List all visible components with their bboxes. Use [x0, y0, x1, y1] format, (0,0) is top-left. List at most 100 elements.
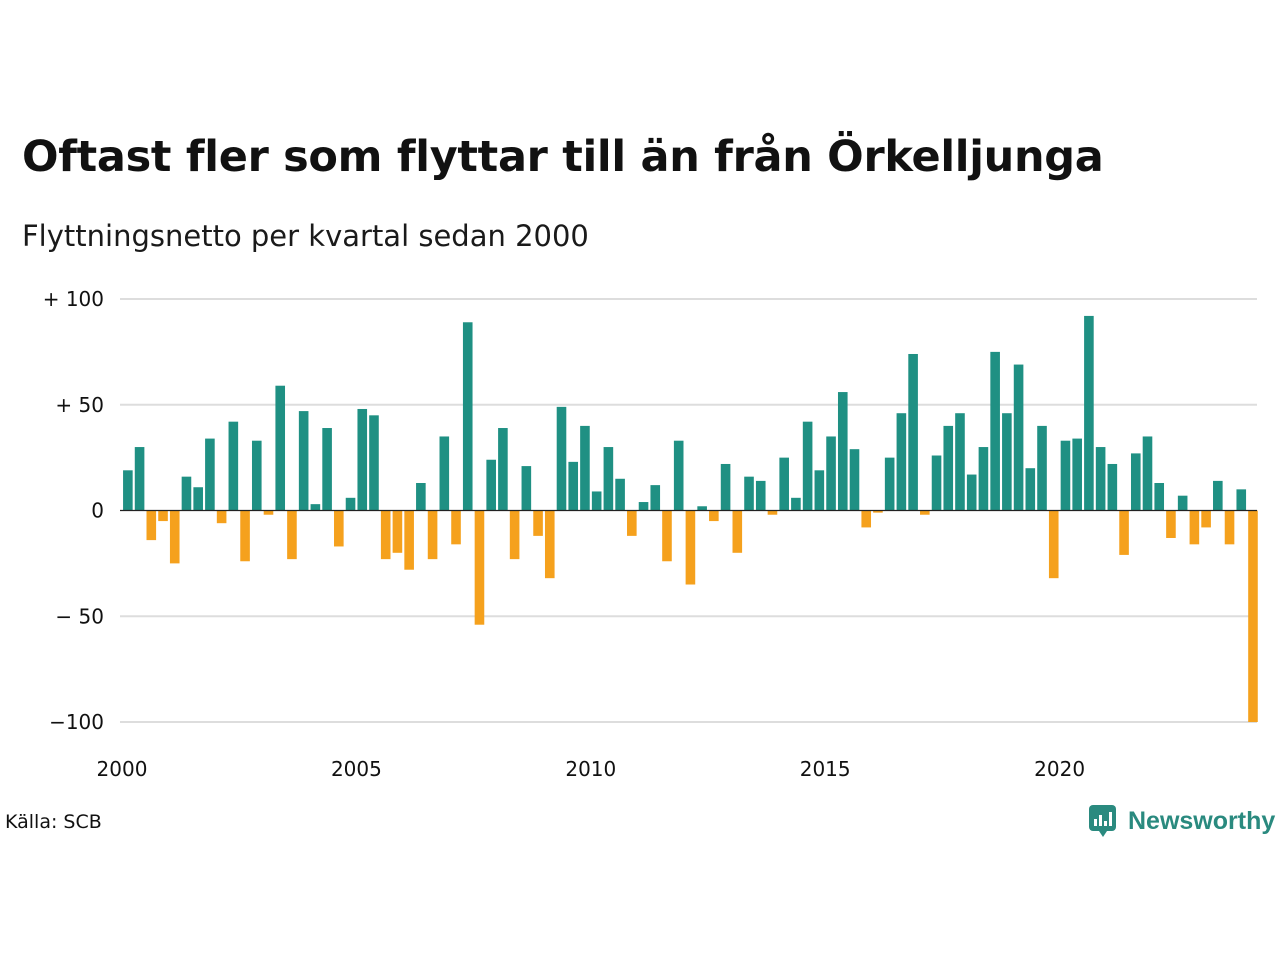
bar: [685, 510, 696, 585]
bar: [263, 510, 274, 515]
bar: [287, 510, 297, 560]
bar: [1119, 510, 1129, 555]
bar: [392, 510, 403, 553]
bar: [123, 470, 133, 511]
bar: [732, 510, 743, 553]
brand-name: Newsworthy: [1128, 806, 1276, 835]
bar: [275, 385, 286, 511]
bar: [1248, 510, 1258, 722]
bar: [1177, 495, 1188, 511]
bar: [251, 440, 262, 511]
bar: [193, 487, 203, 511]
bar: [990, 351, 1000, 511]
x-tick-label: 2015: [800, 757, 851, 781]
bar: [439, 436, 450, 511]
x-tick-label: 2020: [1034, 757, 1085, 781]
bar: [509, 510, 520, 560]
bar: [755, 480, 766, 511]
chart-subtitle: Flyttningsnetto per kvartal sedan 2000: [22, 219, 589, 253]
bar: [662, 510, 672, 562]
bar: [310, 504, 321, 511]
bar: [521, 466, 532, 511]
bar: [134, 447, 145, 511]
bar: [896, 413, 907, 511]
bar: [486, 459, 496, 511]
bar: [1201, 510, 1211, 528]
y-tick-label: − 50: [55, 604, 104, 628]
x-tick-label: 2000: [97, 757, 148, 781]
bar: [744, 476, 754, 511]
bar: [627, 510, 637, 536]
bar: [814, 470, 825, 511]
bar: [767, 510, 778, 515]
bar: [650, 485, 661, 511]
bar: [1236, 489, 1247, 511]
bar: [966, 474, 977, 511]
bar: [181, 476, 192, 511]
bar: [591, 491, 602, 511]
y-tick-label: + 50: [55, 393, 104, 417]
bar-chart: + 100 + 50 0 − 50 −100 2000 2005 2010 2015 2020: [43, 287, 1258, 781]
bar: [544, 510, 555, 579]
bar: [556, 406, 567, 511]
bar: [345, 497, 356, 511]
bar: [920, 510, 930, 515]
bar: [1107, 463, 1118, 511]
bar: [884, 457, 895, 511]
bar: [931, 455, 942, 511]
bar: [216, 510, 227, 524]
bar: [1060, 440, 1071, 511]
bar: [205, 438, 215, 511]
bar: [462, 322, 473, 511]
bar: [826, 436, 836, 511]
bar: [802, 421, 813, 511]
bar: [908, 353, 918, 511]
newsworthy-logo-icon: [1089, 805, 1116, 837]
bar: [427, 510, 438, 560]
brand-logo: Newsworthy: [1088, 804, 1275, 838]
x-tick-label: 2010: [565, 757, 616, 781]
bar: [369, 415, 379, 511]
y-tick-label: 0: [91, 499, 104, 523]
bar: [861, 510, 872, 528]
bar: [474, 510, 485, 625]
bar: [1142, 436, 1153, 511]
bar: [404, 510, 414, 570]
bar: [380, 510, 391, 560]
bar: [146, 510, 157, 541]
bar: [1084, 315, 1094, 511]
x-tick-label: 2005: [331, 757, 382, 781]
bar: [837, 392, 848, 511]
bar: [1213, 480, 1223, 511]
bar: [1048, 510, 1059, 579]
bar: [955, 413, 965, 511]
bar: [615, 478, 625, 511]
bar: [673, 440, 684, 511]
bar: [1013, 364, 1024, 511]
bar: [1154, 483, 1165, 511]
source-note: Källa: SCB: [5, 811, 102, 833]
bar: [638, 502, 649, 511]
bar: [228, 421, 239, 511]
bar: [943, 425, 954, 511]
bar: [357, 408, 368, 511]
bar: [1037, 425, 1047, 511]
bar: [1189, 510, 1200, 545]
y-tick-label: + 100: [43, 287, 104, 311]
bar: [322, 428, 332, 511]
bar: [1002, 413, 1012, 511]
bar: [158, 510, 168, 522]
bar: [779, 457, 789, 511]
bar: [1072, 438, 1082, 511]
bar: [1166, 510, 1176, 538]
bar: [298, 411, 309, 511]
bar: [873, 510, 883, 513]
chart-title: Oftast fler som flyttar till än från Örk…: [22, 132, 1104, 182]
bar: [1224, 510, 1235, 545]
bar: [709, 510, 719, 522]
bar: [697, 506, 707, 511]
bar: [451, 510, 461, 545]
bar: [416, 483, 426, 511]
bar: [1095, 447, 1106, 511]
y-axis-labels: + 100 + 50 0 − 50 −100: [43, 287, 104, 734]
